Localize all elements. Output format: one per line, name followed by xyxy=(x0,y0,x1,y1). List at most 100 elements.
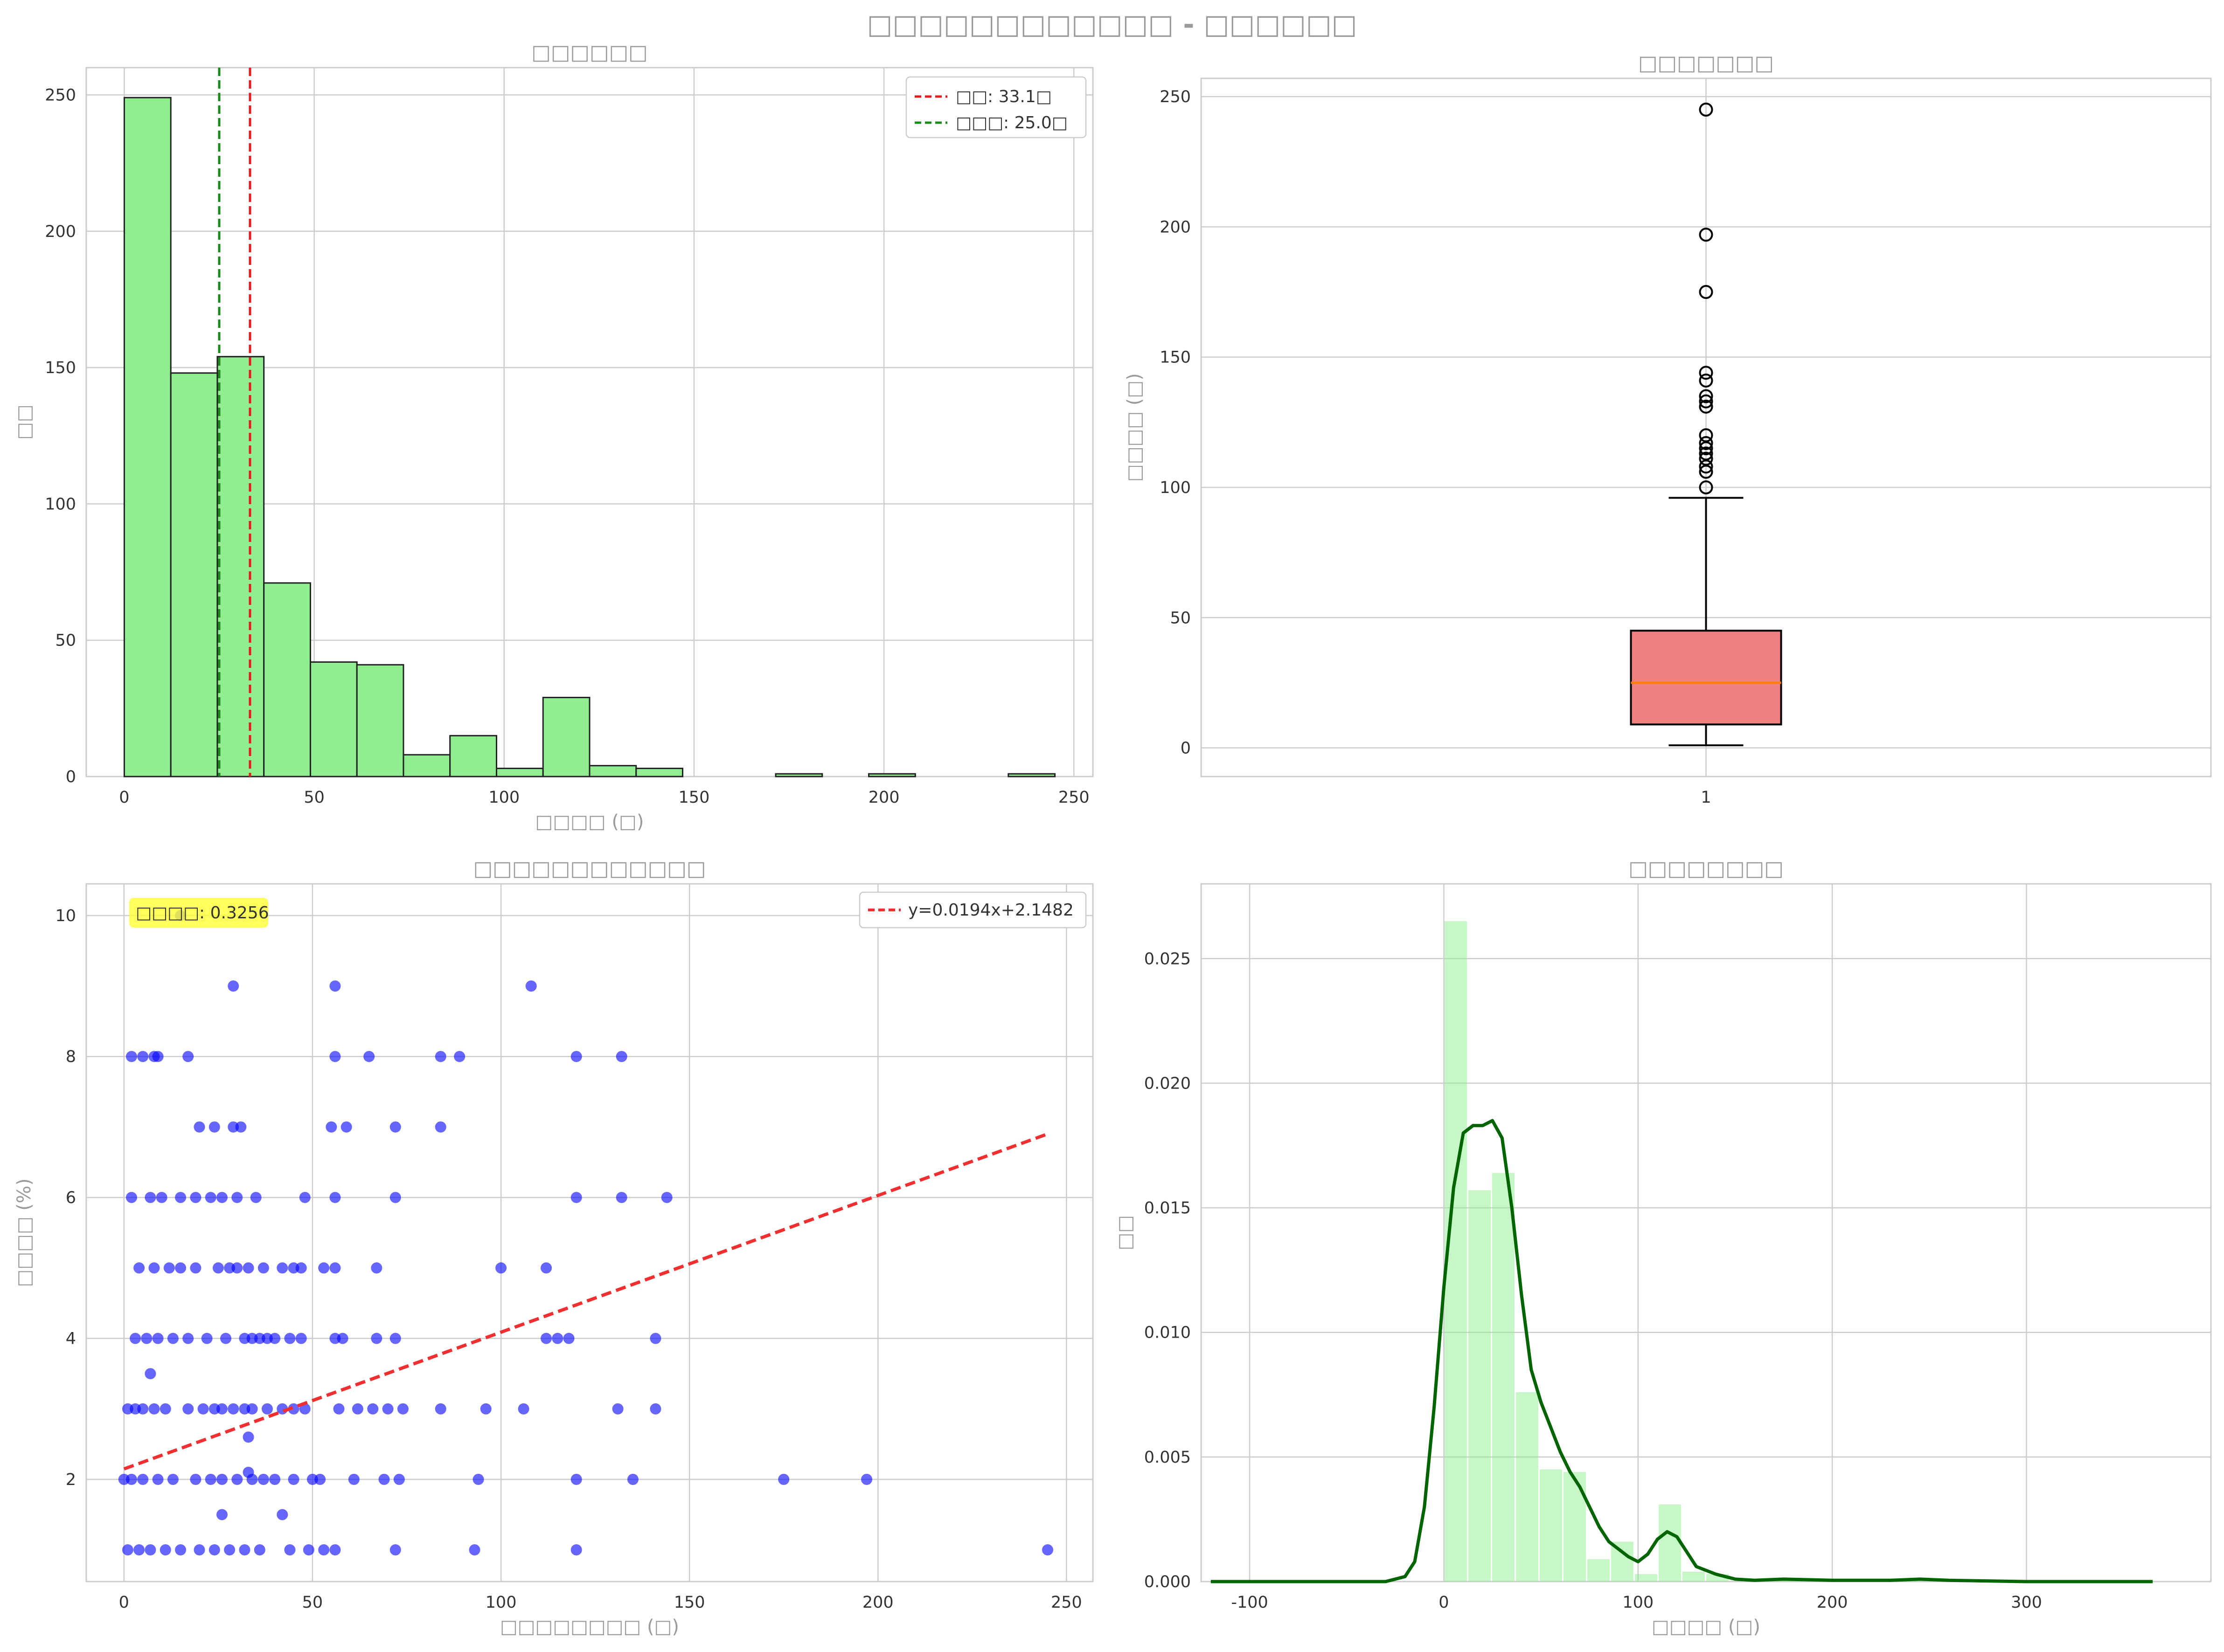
scatter-point xyxy=(137,1051,149,1062)
y-tick-label: 0.025 xyxy=(1144,950,1191,968)
scatter-point xyxy=(224,1544,236,1555)
scatter-point xyxy=(194,1544,205,1555)
scatter-point xyxy=(1042,1544,1054,1555)
scatter-point xyxy=(156,1192,167,1203)
scatter-point xyxy=(216,1403,228,1415)
histogram-bar xyxy=(1008,773,1056,777)
scatter-point xyxy=(125,1473,137,1485)
correlation-annotation: □□□□: 0.3256 xyxy=(136,903,269,923)
boxplot-panel: 1 0 50 100 150 200 250 □□□□□□□ □□□□ (□) xyxy=(1124,51,2212,807)
scatter-point xyxy=(650,1333,661,1344)
scatter-point xyxy=(231,1262,243,1274)
scatter-point xyxy=(190,1192,202,1203)
scatter-point xyxy=(367,1403,379,1415)
scatter-point xyxy=(563,1333,575,1344)
y-axis-label: □□ xyxy=(1114,1215,1136,1250)
x-tick-label: 0 xyxy=(119,788,129,807)
y-tick-label: 200 xyxy=(45,222,76,241)
scatter-point xyxy=(495,1262,507,1274)
x-tick-label: 0 xyxy=(119,1593,129,1612)
scatter-point xyxy=(570,1473,582,1485)
scatter-point xyxy=(778,1473,790,1485)
scatter-point xyxy=(541,1333,552,1344)
fit-line xyxy=(123,1132,1049,1471)
scatter-point xyxy=(469,1544,480,1555)
scatter-point xyxy=(329,1051,341,1062)
legend-box xyxy=(905,76,1087,139)
y-tick-label: 8 xyxy=(66,1048,76,1066)
scatter-point xyxy=(228,980,239,992)
scatter-point xyxy=(130,1333,141,1344)
histogram-bar xyxy=(216,356,265,777)
scatter-point xyxy=(254,1544,265,1555)
x-tick-label: 150 xyxy=(679,788,710,807)
scatter-point xyxy=(212,1262,224,1274)
scatter-point xyxy=(363,1051,375,1062)
outlier-point xyxy=(1699,394,1713,409)
y-tick-label: 0 xyxy=(1181,739,1191,758)
scatter-point xyxy=(257,1473,269,1485)
scatter-point xyxy=(570,1544,582,1555)
scatter-point xyxy=(303,1544,314,1555)
scatter-point xyxy=(435,1121,446,1133)
scatter-point xyxy=(661,1192,673,1203)
x-tick-label: 200 xyxy=(862,1593,894,1612)
scatter-point xyxy=(182,1333,194,1344)
y-tick-label: 150 xyxy=(45,359,76,377)
y-tick-label: 0.000 xyxy=(1144,1573,1191,1591)
scatter-point xyxy=(473,1473,484,1485)
y-tick-label: 0.005 xyxy=(1144,1448,1191,1467)
density-bar xyxy=(1634,1574,1657,1582)
scatter-point xyxy=(389,1192,401,1203)
legend-label: □□: 33.1□ xyxy=(956,87,1052,106)
scatter-point xyxy=(552,1333,563,1344)
x-axis-label: □□□□ (□) xyxy=(535,811,644,833)
scatter-point xyxy=(341,1121,352,1133)
scatter-point xyxy=(246,1473,258,1485)
density-bar xyxy=(1587,1559,1610,1582)
scatter-point xyxy=(194,1121,205,1133)
scatter-point xyxy=(480,1403,492,1415)
scatter-point xyxy=(145,1544,156,1555)
density-bar xyxy=(1682,1571,1705,1582)
outlier-point xyxy=(1699,428,1713,443)
scatter-point xyxy=(243,1262,254,1274)
scatter-panel: 0 50 100 150 200 250 2 4 6 8 10 □□□□□□□□□□□□ □□□□□□□… xyxy=(14,857,1094,1638)
x-tick-label: 300 xyxy=(2011,1593,2042,1612)
scatter-point xyxy=(220,1333,232,1344)
outlier-point xyxy=(1699,451,1713,466)
scatter-point xyxy=(389,1121,401,1133)
scatter-point xyxy=(261,1403,273,1415)
x-tick-label: 50 xyxy=(302,1593,323,1612)
scatter-point xyxy=(382,1403,394,1415)
outlier-point xyxy=(1699,436,1713,451)
scatter-point xyxy=(295,1262,307,1274)
scatter-point xyxy=(389,1544,401,1555)
scatter-point xyxy=(243,1431,254,1443)
x-tick-label: 100 xyxy=(1622,1593,1654,1612)
y-tick-label: 200 xyxy=(1160,218,1191,236)
density-bar xyxy=(1611,1541,1633,1582)
x-tick-label: -100 xyxy=(1231,1593,1268,1612)
scatter-point xyxy=(190,1262,202,1274)
scatter-point xyxy=(148,1262,160,1274)
kde-curve xyxy=(1210,1119,2153,1583)
scatter-point xyxy=(518,1403,529,1415)
scatter-point xyxy=(348,1473,360,1485)
x-tick-label: 50 xyxy=(304,788,325,807)
scatter-point xyxy=(216,1473,228,1485)
density-bar xyxy=(1539,1469,1562,1582)
annotation-box xyxy=(129,898,268,928)
plot-frame xyxy=(1200,883,2212,1583)
scatter-point xyxy=(284,1544,296,1555)
subplot-title: □□□□□□□□□□□□ xyxy=(473,857,706,881)
density-bar xyxy=(1515,1392,1538,1582)
y-tick-label: 4 xyxy=(66,1330,76,1348)
density-panel: -100 0 100 200 300 0.000 0.005 0.010 0.015 0.020 0… xyxy=(1114,857,2212,1638)
scatter-point xyxy=(389,1333,401,1344)
outlier-point xyxy=(1699,446,1713,461)
scatter-point xyxy=(299,1192,311,1203)
y-tick-label: 150 xyxy=(1160,348,1191,367)
density-bar xyxy=(1563,1472,1586,1582)
